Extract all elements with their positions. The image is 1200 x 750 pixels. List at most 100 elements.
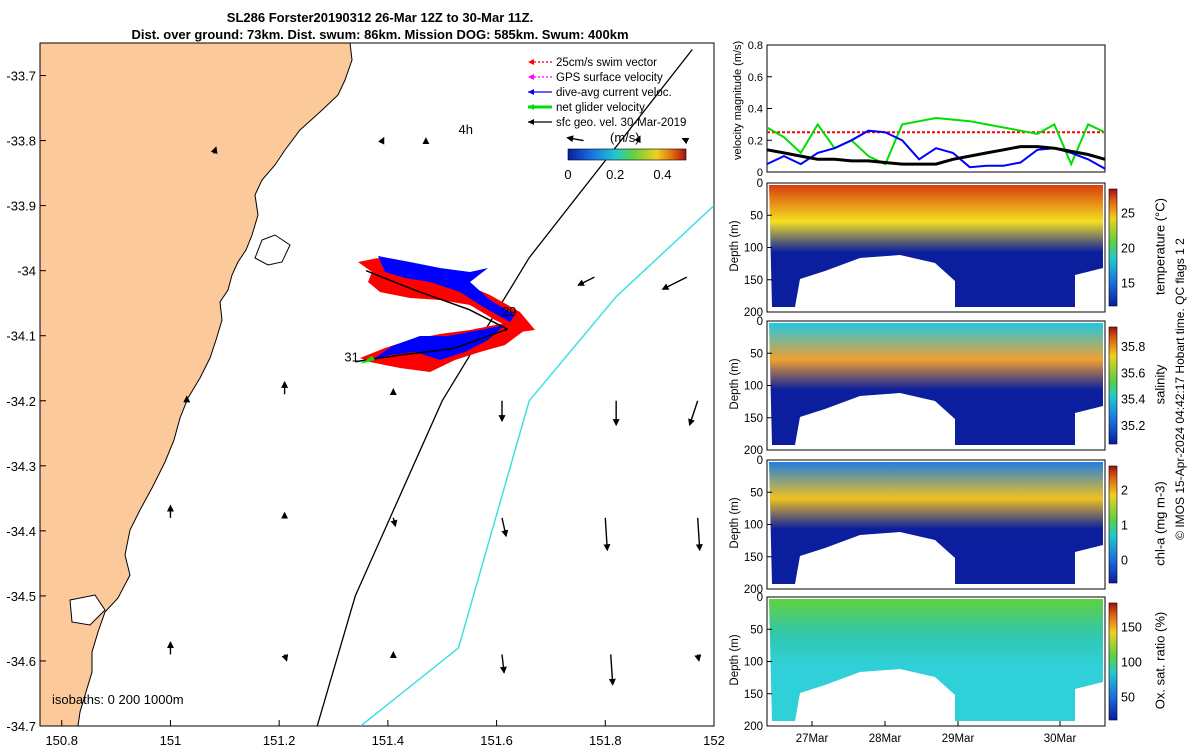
vel-tick-label-1: 0.2 bbox=[748, 135, 763, 147]
oxygen-section[interactable]: 0 50 100 150 200 50 100 150 bbox=[744, 592, 1142, 733]
salinity-section[interactable]: 0 50 100 150 200 35.2 35.4 35.6 35.8 bbox=[744, 316, 1146, 457]
estuary-inlet bbox=[254, 234, 291, 266]
velocity-panel[interactable]: 0 0.2 0.4 0.6 0.8 bbox=[748, 40, 1106, 179]
oxygen-section-field bbox=[769, 599, 1103, 721]
oxygen-section-ytick-label-2: 100 bbox=[744, 657, 763, 669]
chl-a-section-ytick-label-0: 0 bbox=[757, 455, 763, 467]
map-annotation-2: 31 bbox=[344, 350, 358, 365]
lat-tick-label-2: -33.9 bbox=[6, 199, 36, 214]
time-axis-ticks: 27Mar 28Mar 29Mar 30Mar bbox=[796, 721, 1077, 745]
lat-tick-label-9: -34.6 bbox=[6, 654, 36, 669]
lon-tick-label-6: 152 bbox=[703, 733, 725, 748]
current-vector-23 bbox=[499, 654, 507, 674]
salinity-section-cbar-tick-0: 35.2 bbox=[1121, 419, 1145, 433]
chl-a-section-ytick-label-1: 50 bbox=[750, 487, 763, 499]
lat-tick-label-3: -34 bbox=[17, 264, 36, 279]
estuary-inlet-south bbox=[69, 594, 106, 626]
lat-tick-label-8: -34.5 bbox=[6, 589, 36, 604]
lat-tick-label-7: -34.4 bbox=[6, 524, 36, 539]
chl-a-section-cbar-tick-0: 0 bbox=[1121, 554, 1128, 568]
colorbar-tick-0: 0 bbox=[564, 167, 571, 182]
depth-section-panels[interactable]: 05010015020015202505010015020035.235.435… bbox=[744, 178, 1146, 733]
salinity-section-ytick-label-2: 100 bbox=[744, 381, 763, 393]
velocity-series bbox=[766, 116, 1106, 170]
salinity-section-colorbar bbox=[1108, 326, 1118, 445]
glider-track-south-leg bbox=[355, 328, 508, 363]
imos-credit-note: © IMOS 15-Apr-2024 04:42:17 Hobart time.… bbox=[1173, 238, 1187, 540]
chl-a-section-field bbox=[769, 462, 1103, 584]
temperature-section-cbar-tick-1: 20 bbox=[1121, 242, 1135, 256]
velocity-y-ticks: 0 0.2 0.4 0.6 0.8 bbox=[748, 40, 772, 179]
colorbar-ticks: 0 0.2 0.4 bbox=[564, 167, 671, 182]
time-tick-label-0: 27Mar bbox=[796, 733, 829, 745]
time-tick-label-3: 30Mar bbox=[1044, 733, 1077, 745]
map-axis-ticks: 150.8 151 151.2 151.4 151.6 151.8 152 -33.7 -33.… bbox=[6, 69, 724, 748]
chl-a-section-ytick-label-3: 150 bbox=[744, 552, 763, 564]
current-vector-19 bbox=[695, 517, 703, 552]
vel-tick-label-4: 0.8 bbox=[748, 40, 763, 52]
colorbar-tick-2: 0.4 bbox=[653, 167, 671, 182]
lon-tick-label-1: 151 bbox=[160, 733, 182, 748]
current-vector-21 bbox=[281, 654, 289, 662]
chl-a-section-cbar-tick-2: 2 bbox=[1121, 484, 1128, 498]
legend-label-1: GPS surface velocity bbox=[556, 72, 663, 84]
legend-arrowhead-1 bbox=[528, 74, 534, 80]
temperature-section-ytick-label-3: 150 bbox=[744, 275, 763, 287]
legend-label-0: 25cm/s swim vector bbox=[556, 57, 657, 69]
chl-a-section-ytick-label-4: 200 bbox=[744, 584, 763, 596]
oxygen-section-cbar-tick-2: 150 bbox=[1121, 621, 1142, 635]
oxygen-section-ytick-label-3: 150 bbox=[744, 689, 763, 701]
current-vector-3 bbox=[566, 135, 584, 143]
current-vector-6 bbox=[577, 276, 595, 286]
time-tick-label-2: 29Mar bbox=[942, 733, 975, 745]
temperature-section-cbar-tick-0: 15 bbox=[1121, 277, 1135, 291]
figure-title-line1: SL286 Forster20190312 26-Mar 12Z to 30-M… bbox=[226, 10, 534, 25]
temperature-section-ytick-label-0: 0 bbox=[757, 178, 763, 190]
salinity-section-cbar-tick-2: 35.6 bbox=[1121, 366, 1145, 380]
map-annotation-0: 4h bbox=[459, 122, 473, 137]
current-vector-0 bbox=[210, 146, 218, 155]
temperature-section-ytick-label-1: 50 bbox=[750, 210, 763, 222]
oxygen-section-ylabel: Depth (m) bbox=[729, 633, 741, 686]
map-annotations: 4h 29 31 bbox=[344, 122, 516, 365]
legend-arrowhead-0 bbox=[528, 59, 534, 65]
map-annotation-1: 29 bbox=[502, 304, 516, 319]
current-vector-24 bbox=[608, 654, 616, 686]
current-vector-18 bbox=[603, 517, 611, 552]
chl-a-section-colorbar-label: chl-a (mg m-3) bbox=[1152, 480, 1168, 566]
salinity-section-ytick-label-4: 200 bbox=[744, 445, 763, 457]
oxygen-section-ytick-label-1: 50 bbox=[750, 624, 763, 636]
lon-tick-label-2: 151.2 bbox=[263, 733, 296, 748]
lat-tick-label-10: -34.7 bbox=[6, 719, 36, 734]
isobaths-label: isobaths: 0 200 1000m bbox=[52, 692, 184, 707]
current-vector-1 bbox=[378, 136, 385, 145]
current-vector-16 bbox=[390, 517, 398, 528]
temperature-section[interactable]: 0 50 100 150 200 15 20 25 bbox=[744, 178, 1135, 319]
oxygen-section-ytick-label-0: 0 bbox=[757, 592, 763, 604]
velocity-ylabel: velocity magnitude (m/s) bbox=[732, 40, 744, 160]
glider-track-map[interactable]: 25cm/s swim vector GPS surface velocity di… bbox=[6, 42, 725, 748]
chl-a-section-colorbar bbox=[1108, 465, 1118, 584]
figure-title-line2: Dist. over ground: 73km. Dist. swum: 86k… bbox=[131, 27, 629, 42]
current-vector-25 bbox=[694, 654, 702, 662]
temperature-section-cbar-tick-2: 25 bbox=[1121, 207, 1135, 221]
legend-arrowhead-3 bbox=[528, 104, 534, 110]
map-legend: 25cm/s swim vector GPS surface velocity di… bbox=[528, 57, 686, 129]
temperature-section-ytick-label-4: 200 bbox=[744, 307, 763, 319]
lon-tick-label-0: 150.8 bbox=[45, 733, 78, 748]
lat-tick-label-5: -34.2 bbox=[6, 394, 36, 409]
chl-a-section-ytick-label-2: 100 bbox=[744, 520, 763, 532]
chl-a-section-cbar-tick-1: 1 bbox=[1121, 519, 1128, 533]
chl-a-section[interactable]: 0 50 100 150 200 0 1 2 bbox=[744, 455, 1128, 596]
isobath-200m bbox=[316, 49, 693, 726]
lat-tick-label-1: -33.8 bbox=[6, 134, 36, 149]
coastline-land bbox=[40, 43, 353, 726]
salinity-section-ytick-label-3: 150 bbox=[744, 413, 763, 425]
chl-a-section-ylabel: Depth (m) bbox=[729, 496, 741, 549]
current-vector-5 bbox=[681, 137, 690, 145]
track-south-blue-envelope bbox=[372, 325, 505, 360]
lat-tick-label-6: -34.3 bbox=[6, 459, 36, 474]
track-north-blue-envelope bbox=[378, 256, 515, 322]
salinity-section-field bbox=[769, 323, 1103, 445]
temperature-section-colorbar bbox=[1108, 188, 1118, 307]
